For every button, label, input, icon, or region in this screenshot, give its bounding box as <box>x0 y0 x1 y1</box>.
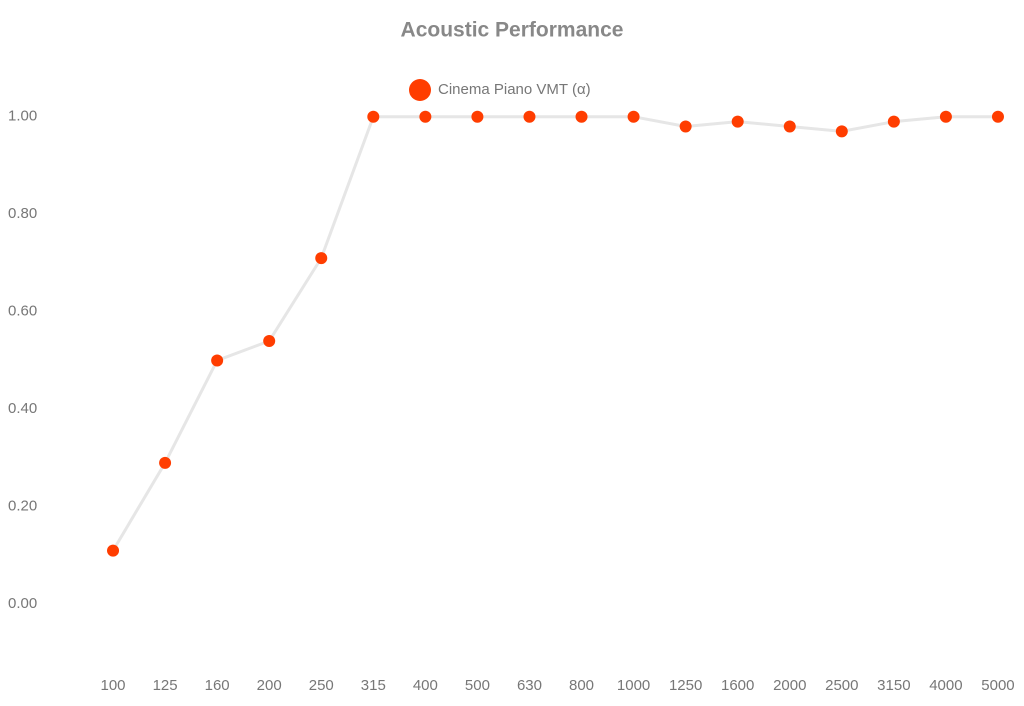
x-tick-label: 160 <box>205 677 230 694</box>
data-point <box>835 125 848 138</box>
data-point <box>783 120 796 133</box>
y-tick-label: 0.60 <box>8 303 37 320</box>
data-point <box>575 110 588 123</box>
legend-label[interactable]: Cinema Piano VMT (α) <box>438 81 591 98</box>
data-point <box>159 456 172 469</box>
x-tick-label: 125 <box>153 677 178 694</box>
data-point <box>419 110 432 123</box>
x-tick-label: 1250 <box>669 677 702 694</box>
data-point <box>731 115 744 128</box>
x-tick-label: 1000 <box>617 677 650 694</box>
x-tick-label: 500 <box>465 677 490 694</box>
x-tick-label: 400 <box>413 677 438 694</box>
data-point <box>471 110 484 123</box>
data-point <box>211 354 224 367</box>
series-line <box>111 115 998 552</box>
x-tick-label: 800 <box>569 677 594 694</box>
data-point <box>107 544 120 557</box>
chart-title: Acoustic Performance <box>401 19 624 42</box>
y-tick-label: 0.40 <box>8 400 37 417</box>
data-point <box>939 110 952 123</box>
x-tick-label: 630 <box>517 677 542 694</box>
x-tick-label: 2500 <box>825 677 858 694</box>
x-tick-label: 315 <box>361 677 386 694</box>
data-point <box>627 110 640 123</box>
y-tick-label: 0.80 <box>8 205 37 222</box>
data-point <box>367 110 380 123</box>
data-point <box>991 110 1004 123</box>
x-tick-label: 4000 <box>929 677 962 694</box>
x-tick-label: 3150 <box>877 677 910 694</box>
x-tick-label: 1600 <box>721 677 754 694</box>
data-point <box>315 252 328 265</box>
x-tick-label: 100 <box>101 677 126 694</box>
x-tick-label: 200 <box>257 677 282 694</box>
y-tick-label: 0.00 <box>8 595 37 612</box>
x-tick-label: 2000 <box>773 677 806 694</box>
y-tick-label: 0.20 <box>8 498 37 515</box>
y-tick-label: 1.00 <box>8 108 37 125</box>
data-point <box>887 115 900 128</box>
x-tick-label: 250 <box>309 677 334 694</box>
data-point <box>679 120 692 133</box>
data-point <box>263 335 276 347</box>
legend-marker[interactable] <box>409 79 431 101</box>
x-tick-label: 5000 <box>981 677 1014 694</box>
data-point <box>523 110 536 123</box>
